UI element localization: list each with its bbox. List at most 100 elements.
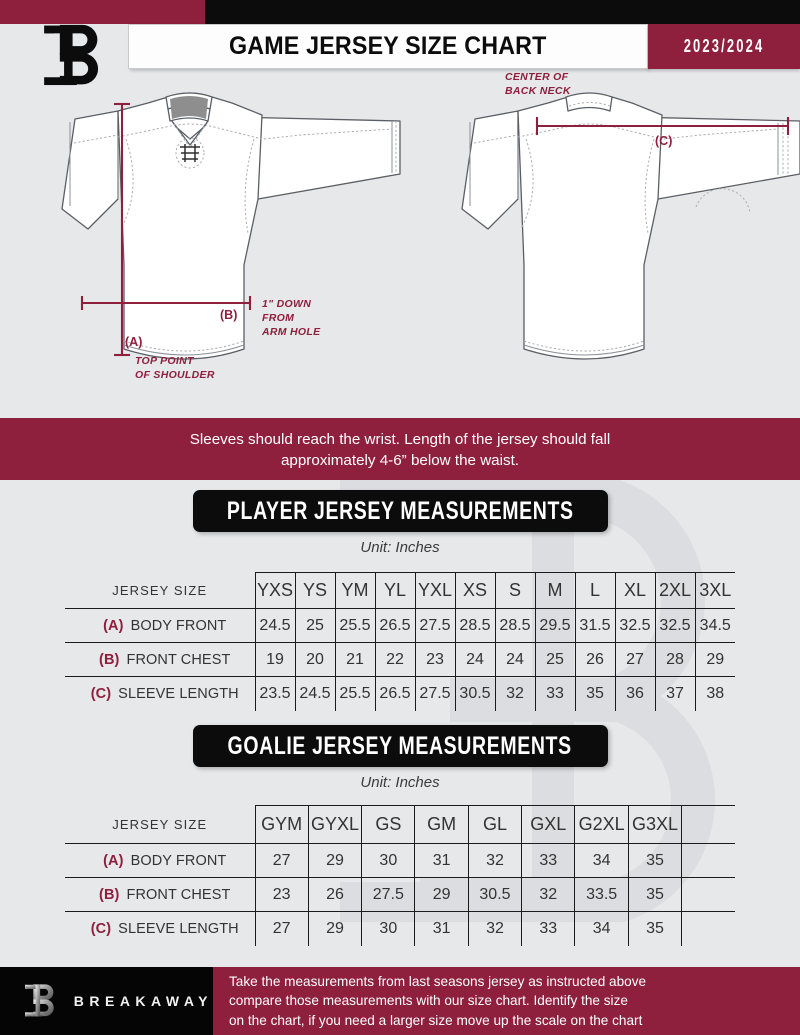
player-section: PLAYER JERSEY MEASUREMENTS Unit: Inches [0, 490, 800, 556]
front-note-a-line1: TOP POINT [135, 355, 195, 367]
column-header-2XL: 2XL [654, 572, 696, 609]
cell-value [681, 843, 735, 878]
cell-value: 30 [361, 911, 416, 946]
player-heading-label: PLAYER JERSEY MEASUREMENTS [226, 496, 574, 525]
footer-brand-name: BREAKAWAY [73, 993, 213, 1009]
column-header-YL: YL [374, 572, 416, 609]
breakaway-logo-icon [25, 984, 54, 1017]
front-label-b: (B) [220, 308, 237, 322]
column-header-jersey-size: JERSEY SIZE [65, 572, 256, 609]
page-footer: BREAKAWAY Take the measurements from las… [0, 967, 800, 1035]
cell-value [681, 877, 735, 912]
cell-value: 29 [694, 642, 735, 677]
cell-value: 29 [414, 877, 469, 912]
table-row: (B) FRONT CHEST 23 26 27.5 29 30.5 32 33.5 35 [65, 877, 735, 912]
goalie-unit-label: Unit: Inches [360, 774, 440, 791]
cell-value: 30 [361, 843, 416, 878]
row-label-front-chest: (B) FRONT CHEST [65, 877, 256, 912]
note-line-2: approximately 4-6” below the waist. [280, 452, 520, 469]
cell-value: 35 [627, 843, 683, 878]
goalie-section-heading: GOALIE JERSEY MEASUREMENTS [192, 725, 608, 767]
cell-value: 33 [534, 676, 576, 711]
cell-value [681, 911, 735, 946]
goalie-heading-label: GOALIE JERSEY MEASUREMENTS [227, 731, 573, 760]
cell-value: 32 [467, 911, 523, 946]
row-label-sleeve-length: (C) SLEEVE LENGTH [65, 911, 256, 946]
cell-value: 27.5 [414, 608, 456, 643]
cell-value: 31.5 [574, 608, 616, 643]
row-tag: (B) [99, 651, 120, 668]
cell-value: 26 [574, 642, 616, 677]
cell-value: 28.5 [494, 608, 536, 643]
table-row: (C) SLEEVE LENGTH 23.5 24.5 25.5 26.5 27.5 30.5… [65, 676, 735, 711]
column-header-GYM: GYM [254, 805, 309, 844]
footer-text-line-2: compare those measurements with our size… [229, 993, 628, 1009]
cell-value: 31 [414, 911, 469, 946]
cell-value: 20 [294, 642, 336, 677]
cell-value: 23 [254, 877, 309, 912]
cell-value: 26.5 [374, 608, 416, 643]
cell-value: 35 [627, 911, 683, 946]
page-title: GAME JERSEY SIZE CHART [229, 32, 547, 60]
front-note-b-line3: ARM HOLE [261, 326, 321, 338]
cell-value: 34 [574, 843, 629, 878]
column-header-jersey-size: JERSEY SIZE [65, 805, 256, 844]
cell-value: 23 [414, 642, 456, 677]
cell-value: 29.5 [534, 608, 576, 643]
cell-value: 21 [334, 642, 376, 677]
cell-value: 26.5 [374, 676, 416, 711]
table-row: (B) FRONT CHEST 19 20 21 22 23 24 24 25 26 27 28 29 [65, 642, 735, 677]
title-box: GAME JERSEY SIZE CHART [128, 24, 648, 69]
column-header-GXL: GXL [521, 805, 576, 844]
goalie-section: GOALIE JERSEY MEASUREMENTS Unit: Inches [0, 725, 800, 791]
cell-value: 34 [574, 911, 629, 946]
cell-value: 25.5 [334, 676, 376, 711]
cell-value: 24 [454, 642, 496, 677]
cell-value: 28.5 [454, 608, 496, 643]
column-header-M: M [534, 572, 576, 609]
cell-value: 23.5 [254, 676, 296, 711]
table-row: (A) BODY FRONT 27 29 30 31 32 33 34 35 [65, 843, 735, 878]
top-strip-red [0, 0, 205, 24]
top-strip [0, 0, 800, 24]
column-header-YS: YS [294, 572, 336, 609]
season-badge: 2023/2024 [648, 24, 800, 69]
column-header-GYXL: GYXL [307, 805, 363, 844]
jersey-diagrams: .gline { fill:#ffffff; stroke:#5a5f66; s… [0, 69, 800, 418]
cell-value: 33 [521, 843, 576, 878]
row-tag: (C) [90, 685, 112, 702]
cell-value: 25.5 [334, 608, 376, 643]
cell-value: 33.5 [574, 877, 629, 912]
front-note-b-line2: FROM [262, 312, 294, 324]
cell-value: 27.5 [414, 676, 456, 711]
row-tag: (C) [90, 920, 112, 937]
column-header-S: S [494, 572, 536, 609]
cell-value: 24.5 [294, 676, 336, 711]
back-jersey-illustration: (C) CENTER OF BACK NECK [461, 71, 800, 360]
cell-value: 28 [654, 642, 696, 677]
column-header-G3XL: G3XL [627, 805, 683, 844]
column-header-G2XL: G2XL [574, 805, 629, 844]
cell-value: 30.5 [467, 877, 523, 912]
footer-instructions: Take the measurements from last seasons … [213, 967, 800, 1035]
cell-value: 38 [694, 676, 735, 711]
cell-value: 24 [494, 642, 536, 677]
season-label: 2023/2024 [683, 36, 765, 56]
column-header-empty [681, 805, 735, 844]
cell-value: 27 [614, 642, 656, 677]
front-note-b-line1: 1" DOWN [262, 298, 311, 310]
cell-value: 25 [534, 642, 576, 677]
player-section-heading: PLAYER JERSEY MEASUREMENTS [192, 490, 608, 532]
player-measurements-table: JERSEY SIZE YXS YS YM YL YXL XS S M L XL 2XL 3XL (A) B… [65, 572, 735, 711]
table-row: (C) SLEEVE LENGTH 27 29 30 31 32 33 34 35 [65, 911, 735, 946]
cell-value: 25 [294, 608, 336, 643]
back-note-line1: CENTER OF [505, 71, 569, 83]
column-header-GL: GL [467, 805, 523, 844]
cell-value: 36 [614, 676, 656, 711]
table-header-row: JERSEY SIZE YXS YS YM YL YXL XS S M L XL 2XL 3XL [65, 572, 735, 609]
column-header-YXL: YXL [414, 572, 456, 609]
footer-text-line-3: on the chart, if you need a larger size … [229, 1012, 643, 1028]
cell-value: 32 [521, 877, 576, 912]
cell-value: 27.5 [361, 877, 416, 912]
